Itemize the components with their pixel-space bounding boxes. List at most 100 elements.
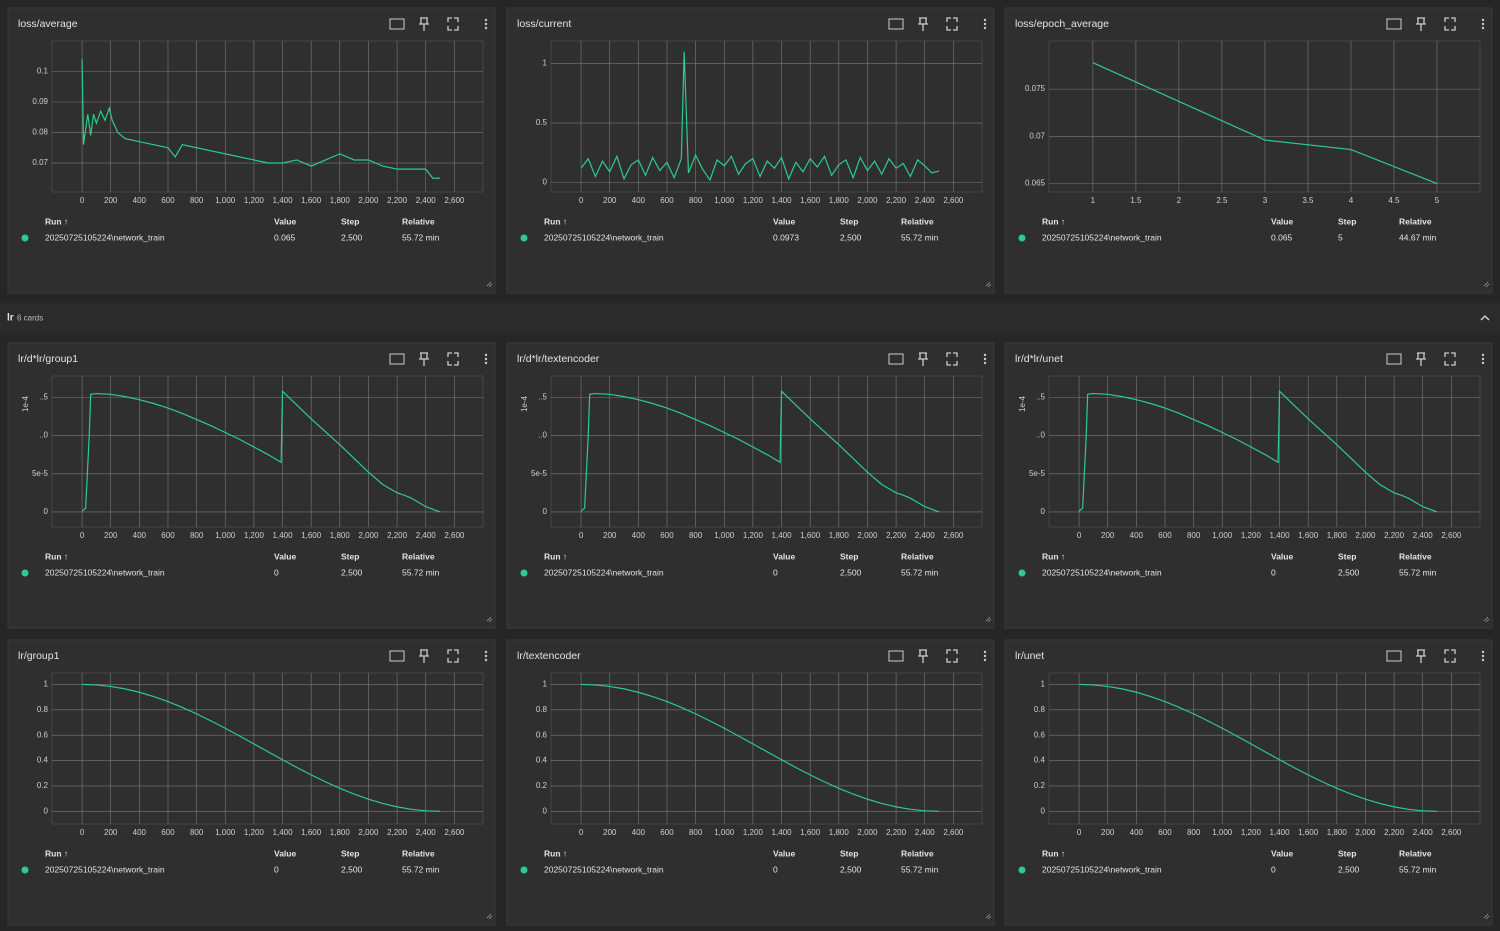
resize-handle[interactable]: [1483, 913, 1490, 920]
pin-icon[interactable]: [918, 17, 928, 31]
menu-icon[interactable]: [983, 353, 987, 357]
menu-icon[interactable]: [1481, 654, 1485, 658]
menu-icon[interactable]: [484, 361, 488, 365]
pin-icon[interactable]: [419, 17, 429, 31]
chart-card: lr/d*lr/group1 0 200 400 600 800 1,000 1,200 1,4…: [7, 342, 496, 629]
chart-card: lr/d*lr/textencoder 0 200 400 600 800 1,000 1,2…: [506, 342, 995, 629]
menu-icon[interactable]: [983, 357, 987, 361]
fullscreen-icon[interactable]: [447, 649, 459, 663]
fullscreen-icon[interactable]: [447, 17, 459, 31]
fullscreen-icon[interactable]: [1444, 17, 1456, 31]
fullscreen-icon[interactable]: [946, 352, 958, 366]
fit-icon[interactable]: [389, 353, 405, 365]
x-tick-label: 2,000: [857, 531, 878, 540]
table-header: Run ↑: [544, 848, 567, 858]
table-cell: 55.72 min: [901, 232, 939, 242]
menu-icon[interactable]: [1481, 26, 1485, 30]
resize-handle[interactable]: [985, 913, 992, 920]
table-cell: 0: [1271, 864, 1276, 874]
x-tick-label: 2,400: [1413, 828, 1434, 837]
menu-icon[interactable]: [484, 18, 488, 22]
pin-icon[interactable]: [419, 352, 429, 366]
resize-handle[interactable]: [1483, 281, 1490, 288]
x-tick-label: 400: [1130, 531, 1144, 540]
chart-card: lr/textencoder 0 200 400 600 800 1,000 1,200 1,4…: [506, 639, 995, 926]
menu-icon[interactable]: [1481, 650, 1485, 654]
table-header: Value: [274, 848, 296, 858]
collapse-icon[interactable]: [1480, 315, 1490, 321]
menu-icon[interactable]: [983, 22, 987, 26]
fullscreen-icon[interactable]: [946, 17, 958, 31]
fit-icon[interactable]: [389, 18, 405, 30]
menu-icon[interactable]: [983, 650, 987, 654]
x-tick-label: 0: [579, 828, 584, 837]
resize-handle[interactable]: [486, 913, 493, 920]
pin-icon[interactable]: [1416, 649, 1426, 663]
menu-icon[interactable]: [1481, 353, 1485, 357]
resize-handle[interactable]: [985, 281, 992, 288]
plot-area: [51, 375, 484, 528]
fit-icon[interactable]: [389, 650, 405, 662]
fit-icon[interactable]: [888, 353, 904, 365]
fullscreen-icon[interactable]: [447, 352, 459, 366]
table-header: Relative: [1399, 216, 1432, 226]
x-tick-label: 200: [1101, 531, 1115, 540]
menu-icon[interactable]: [1481, 658, 1485, 662]
menu-icon[interactable]: [1481, 361, 1485, 365]
menu-icon[interactable]: [1481, 18, 1485, 22]
line-series: [82, 683, 441, 812]
menu-icon[interactable]: [983, 361, 987, 365]
x-tick-label: 1,200: [743, 196, 764, 205]
fit-icon[interactable]: [888, 18, 904, 30]
fullscreen-icon[interactable]: [1444, 649, 1456, 663]
menu-icon[interactable]: [484, 654, 488, 658]
menu-icon[interactable]: [484, 650, 488, 654]
y-tick-label: 0.8: [37, 705, 49, 714]
fit-icon[interactable]: [1386, 353, 1402, 365]
fit-icon[interactable]: [1386, 650, 1402, 662]
x-tick-label: 2,400: [416, 196, 437, 205]
menu-icon[interactable]: [983, 658, 987, 662]
menu-icon[interactable]: [983, 18, 987, 22]
menu-icon[interactable]: [1481, 357, 1485, 361]
x-tick-label: 1,400: [273, 196, 294, 205]
menu-icon[interactable]: [484, 22, 488, 26]
menu-icon[interactable]: [983, 26, 987, 30]
fullscreen-icon[interactable]: [1444, 352, 1456, 366]
x-tick-label: 600: [1158, 828, 1172, 837]
section-header[interactable]: lr 6 cards: [0, 303, 1500, 333]
menu-icon[interactable]: [983, 654, 987, 658]
resize-handle[interactable]: [1483, 616, 1490, 623]
resize-handle[interactable]: [486, 281, 493, 288]
pin-icon[interactable]: [918, 352, 928, 366]
y-tick-label: 1: [44, 680, 49, 689]
x-tick-label: 1,600: [1298, 828, 1319, 837]
y-axis-label: 1e-4: [1018, 395, 1027, 412]
pin-icon[interactable]: [1416, 17, 1426, 31]
menu-icon[interactable]: [1481, 22, 1485, 26]
section-bar[interactable]: [0, 303, 1500, 333]
x-tick-label: 200: [603, 828, 617, 837]
x-tick-label: 2,600: [943, 196, 964, 205]
table-header: Run ↑: [1042, 216, 1065, 226]
resize-handle[interactable]: [985, 616, 992, 623]
table-cell: 5: [1338, 232, 1343, 242]
y-tick-label: ..0: [1036, 431, 1045, 440]
pin-icon[interactable]: [1416, 352, 1426, 366]
x-tick-label: 400: [133, 828, 147, 837]
table-header: Value: [274, 216, 296, 226]
resize-handle[interactable]: [486, 616, 493, 623]
y-tick-label: ..5: [538, 392, 547, 401]
table-cell: 2,500: [341, 232, 363, 242]
line-series: [580, 51, 940, 182]
pin-icon[interactable]: [419, 649, 429, 663]
menu-icon[interactable]: [484, 353, 488, 357]
fit-icon[interactable]: [1386, 18, 1402, 30]
fit-icon[interactable]: [888, 650, 904, 662]
fullscreen-icon[interactable]: [946, 649, 958, 663]
menu-icon[interactable]: [484, 26, 488, 30]
x-tick-label: 800: [689, 531, 703, 540]
pin-icon[interactable]: [918, 649, 928, 663]
menu-icon[interactable]: [484, 658, 488, 662]
menu-icon[interactable]: [484, 357, 488, 361]
